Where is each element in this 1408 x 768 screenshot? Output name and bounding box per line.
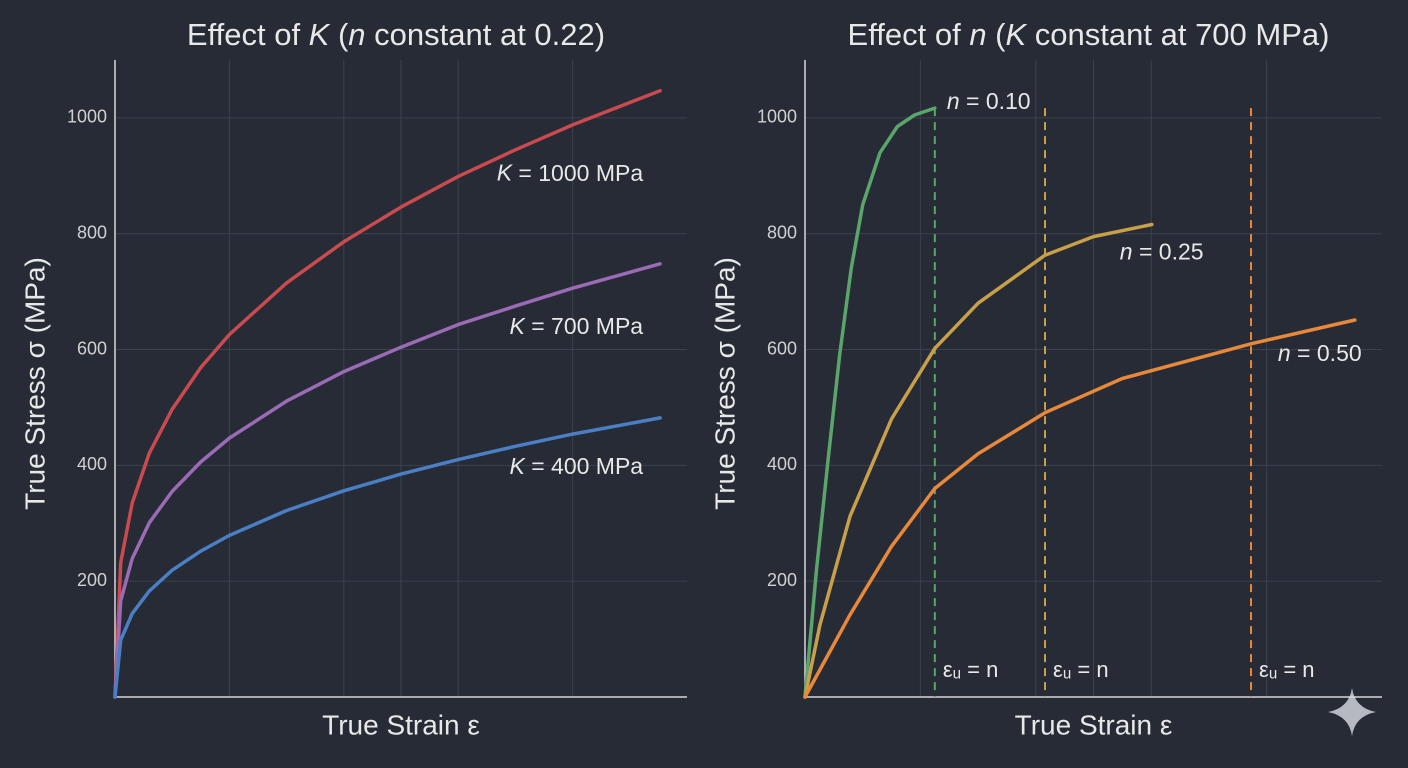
series-label: K = 400 MPa <box>509 453 643 479</box>
y-axis-label: True Stress σ (MPa) <box>19 257 50 510</box>
y-tick-label: 200 <box>767 570 797 590</box>
y-tick-label: 800 <box>767 222 797 242</box>
series-line <box>113 88 662 699</box>
y-tick-label: 400 <box>77 454 107 474</box>
series-label: n = 0.10 <box>947 88 1031 114</box>
series-label: n = 0.50 <box>1278 340 1362 366</box>
chart-title: Effect of K (n constant at 0.22) <box>187 17 605 52</box>
series-line <box>113 416 662 699</box>
y-tick-label: 1000 <box>67 107 107 127</box>
annotation-label: εᵤ = n <box>1053 657 1109 682</box>
y-tick-label: 600 <box>767 338 797 358</box>
x-axis-label: True Strain ε <box>322 709 480 740</box>
chart-title: Effect of n (K constant at 700 MPa) <box>848 17 1330 52</box>
annotation-label: εᵤ = n <box>943 657 999 682</box>
sparkle-icon <box>1328 688 1376 736</box>
y-axis-label: True Stress σ (MPa) <box>709 257 740 510</box>
series-line <box>803 222 1154 699</box>
x-axis-label: True Strain ε <box>1015 709 1173 740</box>
y-tick-label: 1000 <box>757 107 797 127</box>
y-tick-label: 400 <box>767 454 797 474</box>
y-tick-label: 200 <box>77 570 107 590</box>
series-line <box>113 262 662 699</box>
series-label: K = 1000 MPa <box>497 160 644 186</box>
y-tick-label: 800 <box>77 222 107 242</box>
series-line <box>803 318 1357 699</box>
series-label: K = 700 MPa <box>509 313 643 339</box>
y-tick-label: 600 <box>77 338 107 358</box>
annotation-label: εᵤ = n <box>1259 657 1315 682</box>
series-line <box>803 106 937 699</box>
series-label: n = 0.25 <box>1120 239 1204 265</box>
